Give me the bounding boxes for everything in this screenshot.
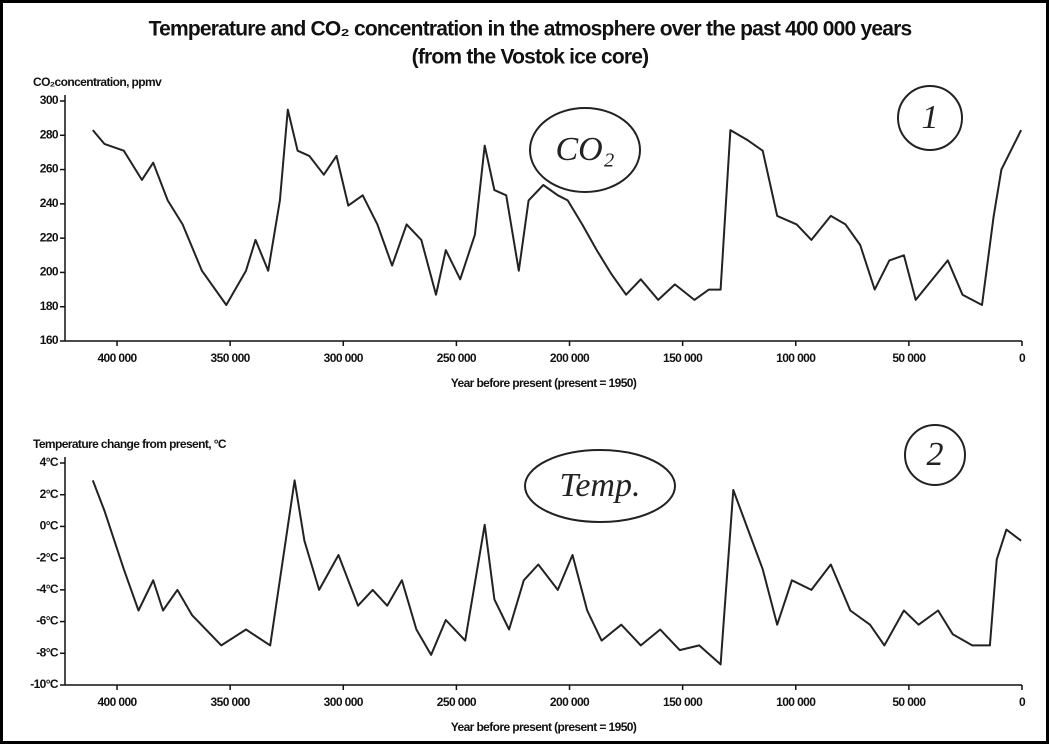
- x-tick-label: 200 000: [550, 351, 590, 365]
- x-tick-label: 50 000: [892, 695, 926, 709]
- y-tick-label: 2°C: [40, 487, 59, 501]
- x-axis-label: Year before present (present = 1950): [451, 376, 637, 390]
- y-tick-label: 160: [40, 333, 59, 347]
- x-tick-label: 400 000: [97, 351, 137, 365]
- handwritten-annotation: 2: [927, 436, 944, 473]
- x-tick-label: 50 000: [892, 351, 926, 365]
- x-tick-label: 150 000: [663, 695, 703, 709]
- y-tick-label: 4°C: [40, 455, 59, 469]
- y-tick-label: -2°C: [36, 550, 59, 564]
- y-tick-label: -10°C: [30, 677, 59, 691]
- x-tick-label: 100 000: [776, 695, 816, 709]
- x-tick-label: 100 000: [776, 351, 816, 365]
- x-tick-label: 150 000: [663, 351, 703, 365]
- y-tick-label: -4°C: [36, 582, 59, 596]
- chart-title: Temperature and CO₂ concentration in the…: [149, 18, 912, 41]
- chart-subtitle: (from the Vostok ice core): [412, 46, 649, 69]
- y-tick-label: 180: [40, 299, 59, 313]
- handwritten-annotation: 1: [922, 99, 939, 136]
- chart: Temperature and CO₂ concentration in the…: [0, 0, 1049, 744]
- x-tick-label: 300 000: [324, 351, 364, 365]
- x-tick-label: 300 000: [324, 695, 364, 709]
- y-axis-label: Temperature change from present, °C: [33, 437, 227, 451]
- x-tick-label: 350 000: [211, 695, 251, 709]
- y-tick-label: 280: [40, 127, 59, 141]
- handwritten-annotation: Temp.: [560, 467, 641, 504]
- y-tick-label: 240: [40, 196, 59, 210]
- handwritten-annotation: CO₂: [555, 131, 614, 168]
- y-tick-label: 260: [40, 162, 59, 176]
- y-tick-label: 200: [40, 265, 59, 279]
- x-tick-label: 0: [1019, 351, 1026, 365]
- y-axis-label: CO₂concentration, ppmv: [33, 75, 162, 89]
- x-tick-label: 350 000: [211, 351, 251, 365]
- y-tick-label: 220: [40, 230, 59, 244]
- x-tick-label: 400 000: [97, 695, 137, 709]
- y-tick-label: -6°C: [36, 614, 59, 628]
- y-tick-label: -8°C: [36, 645, 59, 659]
- y-tick-label: 300: [40, 93, 59, 107]
- x-axis-label: Year before present (present = 1950): [451, 720, 637, 734]
- x-tick-label: 0: [1019, 695, 1026, 709]
- x-tick-label: 250 000: [437, 695, 477, 709]
- x-tick-label: 200 000: [550, 695, 590, 709]
- y-tick-label: 0°C: [40, 519, 59, 533]
- x-tick-label: 250 000: [437, 351, 477, 365]
- frame: [2, 2, 1048, 743]
